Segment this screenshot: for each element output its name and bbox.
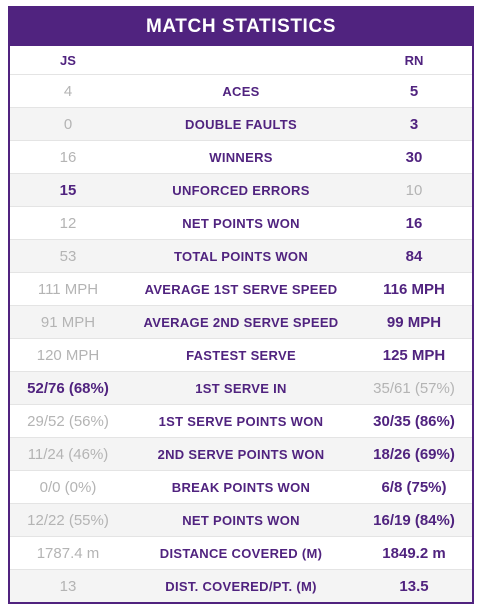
stat-right-value: 35/61 (57%) xyxy=(356,380,472,397)
stat-left-value: 120 MPH xyxy=(10,347,126,364)
stat-left-value: 1787.4 m xyxy=(10,545,126,562)
match-statistics-panel: MATCH STATISTICS JS RN 4 ACES 5 0 DOUBLE FAU… xyxy=(8,6,474,604)
stat-label: DISTANCE COVERED (M) xyxy=(126,546,356,561)
stat-label: ACES xyxy=(126,84,356,99)
stat-row: 29/52 (56%) 1ST SERVE POINTS WON 30/35 (86… xyxy=(10,405,472,438)
stat-row: 11/24 (46%) 2ND SERVE POINTS WON 18/26 (69… xyxy=(10,438,472,471)
panel-title: MATCH STATISTICS xyxy=(146,16,336,38)
stat-label: 1ST SERVE IN xyxy=(126,381,356,396)
stat-right-value: 99 MPH xyxy=(356,314,472,331)
stat-left-value: 16 xyxy=(10,149,126,166)
stat-label: NET POINTS WON xyxy=(126,513,356,528)
stat-right-value: 125 MPH xyxy=(356,347,472,364)
stat-label: AVERAGE 1ST SERVE SPEED xyxy=(126,282,356,297)
stat-left-value: 53 xyxy=(10,248,126,265)
stat-row: 1787.4 m DISTANCE COVERED (M) 1849.2 m xyxy=(10,537,472,570)
stat-row: 52/76 (68%) 1ST SERVE IN 35/61 (57%) xyxy=(10,372,472,405)
stat-right-value: 18/26 (69%) xyxy=(356,446,472,463)
stat-left-value: 52/76 (68%) xyxy=(10,380,126,397)
stat-label: 2ND SERVE POINTS WON xyxy=(126,447,356,462)
stat-row: 12/22 (55%) NET POINTS WON 16/19 (84%) xyxy=(10,504,472,537)
stat-right-value: 3 xyxy=(356,116,472,133)
stat-label: DIST. COVERED/PT. (M) xyxy=(126,579,356,594)
stat-label: DOUBLE FAULTS xyxy=(126,117,356,132)
stat-left-value: 29/52 (56%) xyxy=(10,413,126,430)
stat-row: 53 TOTAL POINTS WON 84 xyxy=(10,240,472,273)
stat-row: 13 DIST. COVERED/PT. (M) 13.5 xyxy=(10,570,472,603)
stat-left-value: 91 MPH xyxy=(10,314,126,331)
stat-right-value: 10 xyxy=(356,182,472,199)
stat-label: FASTEST SERVE xyxy=(126,348,356,363)
stat-left-value: 0 xyxy=(10,116,126,133)
stat-label: 1ST SERVE POINTS WON xyxy=(126,414,356,429)
stat-right-value: 116 MPH xyxy=(356,281,472,298)
stat-right-value: 1849.2 m xyxy=(356,545,472,562)
stat-left-value: 0/0 (0%) xyxy=(10,479,126,496)
stat-label: NET POINTS WON xyxy=(126,216,356,231)
player-header-row: JS RN xyxy=(10,46,472,75)
stat-right-value: 84 xyxy=(356,248,472,265)
stat-left-value: 4 xyxy=(10,83,126,100)
player-right-label: RN xyxy=(356,53,472,68)
stat-row: 0/0 (0%) BREAK POINTS WON 6/8 (75%) xyxy=(10,471,472,504)
stat-row: 16 WINNERS 30 xyxy=(10,141,472,174)
stat-row: 111 MPH AVERAGE 1ST SERVE SPEED 116 MPH xyxy=(10,273,472,306)
stat-right-value: 16 xyxy=(356,215,472,232)
stat-right-value: 6/8 (75%) xyxy=(356,479,472,496)
stat-label: BREAK POINTS WON xyxy=(126,480,356,495)
stat-row: 120 MPH FASTEST SERVE 125 MPH xyxy=(10,339,472,372)
stat-left-value: 12 xyxy=(10,215,126,232)
panel-header: MATCH STATISTICS xyxy=(10,8,472,46)
stat-label: UNFORCED ERRORS xyxy=(126,183,356,198)
stat-right-value: 30 xyxy=(356,149,472,166)
stat-left-value: 111 MPH xyxy=(10,281,126,298)
stat-right-value: 16/19 (84%) xyxy=(356,512,472,529)
stat-label: TOTAL POINTS WON xyxy=(126,249,356,264)
stat-right-value: 30/35 (86%) xyxy=(356,413,472,430)
stat-right-value: 13.5 xyxy=(356,578,472,595)
stat-row: 15 UNFORCED ERRORS 10 xyxy=(10,174,472,207)
stat-label: AVERAGE 2ND SERVE SPEED xyxy=(126,315,356,330)
stat-row: 4 ACES 5 xyxy=(10,75,472,108)
stat-rows: 4 ACES 5 0 DOUBLE FAULTS 3 16 WINNERS 30 15 UNFORC… xyxy=(10,75,472,603)
stat-row: 0 DOUBLE FAULTS 3 xyxy=(10,108,472,141)
stat-left-value: 11/24 (46%) xyxy=(10,446,126,463)
player-left-label: JS xyxy=(10,53,126,68)
stat-row: 91 MPH AVERAGE 2ND SERVE SPEED 99 MPH xyxy=(10,306,472,339)
stat-left-value: 12/22 (55%) xyxy=(10,512,126,529)
stat-left-value: 13 xyxy=(10,578,126,595)
stat-left-value: 15 xyxy=(10,182,126,199)
stat-label: WINNERS xyxy=(126,150,356,165)
stat-row: 12 NET POINTS WON 16 xyxy=(10,207,472,240)
stat-right-value: 5 xyxy=(356,83,472,100)
